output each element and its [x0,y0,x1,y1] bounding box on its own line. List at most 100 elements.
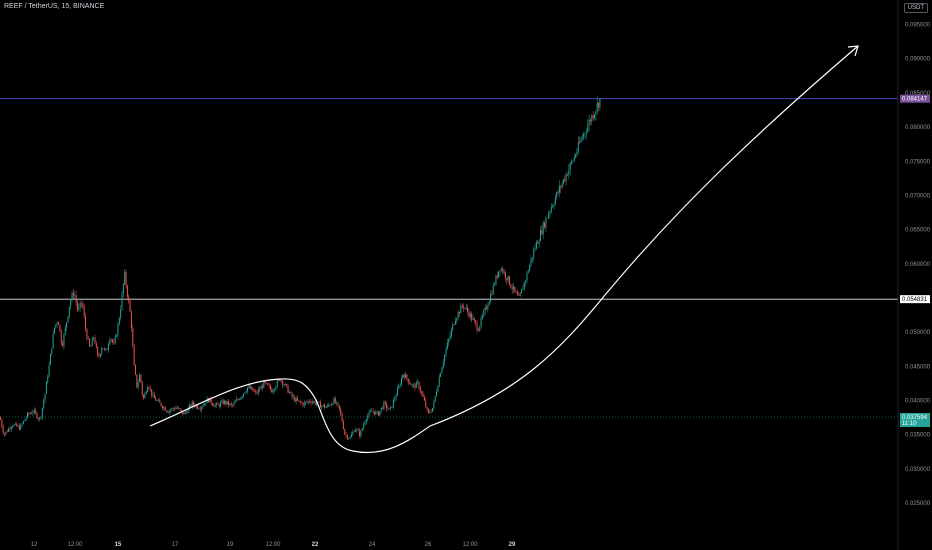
price-tick-label: 0.030000 [905,467,931,473]
candle-body [175,407,177,410]
candle-body [40,416,42,419]
candle-body [230,403,232,405]
candle-body [229,403,231,406]
currency-button[interactable]: USDT [903,3,928,13]
candle-body [495,275,497,285]
candle-body [143,394,145,399]
candle-body [411,384,413,386]
candle-body [136,374,138,388]
candle-body [508,276,510,285]
candle-body [256,391,258,394]
candle-body [28,412,30,415]
candle-body [504,271,506,278]
candle-body [409,382,411,384]
candle-body [141,381,143,395]
candle-body [302,402,304,406]
candle-body [75,295,77,303]
candle-body [283,384,285,386]
candle-body [183,412,185,415]
candle-body [140,374,142,382]
candle-body [226,401,228,405]
candle-body [255,391,257,393]
candle-body [429,412,431,413]
candle-body [592,115,594,119]
candle-body [22,421,24,424]
candle-body [18,425,20,430]
candle-body [346,435,348,439]
candle-body [87,338,89,340]
candle-body [291,392,293,398]
candle-body [488,301,490,306]
candle-body [427,409,429,413]
candle-body [279,379,281,381]
candle-body [541,230,543,235]
candle-body [224,400,226,405]
candle-body [20,424,22,430]
candle-body [133,345,135,366]
candle-body [507,276,509,281]
candle-body [344,428,346,435]
candle-body [525,280,527,283]
candle-body [33,410,35,413]
candle-body [44,393,46,401]
candle-body [205,403,207,405]
candle-body [573,156,575,162]
candle-body [535,242,537,249]
candle-body [70,300,72,307]
candle-body [413,384,415,386]
candle-body [171,408,173,410]
candle-body [394,398,396,401]
candle-body [398,386,400,389]
candle-body [10,427,12,430]
candle-body [16,423,18,427]
candle-body [186,412,188,414]
candle-body [162,406,163,409]
candle-body [120,309,122,319]
candle-body [303,402,305,406]
candle-body [577,141,579,152]
candle-body [540,230,541,241]
candle-body [222,400,224,405]
candle-body [341,413,343,422]
candle-body [384,401,386,404]
candle-body [513,286,514,290]
candle-body [190,404,192,407]
candle-body [319,401,321,408]
candle-body [591,115,593,122]
candle-body [376,411,378,413]
time-tick-label: 15 [115,542,122,548]
candle-body [79,302,81,308]
candle-body [391,406,393,408]
candle-body [294,396,296,402]
candle-body [251,387,253,389]
candle-body [216,403,217,405]
candle-body [329,404,331,406]
candle-body [494,284,496,286]
candle-body [48,364,50,377]
price-tick-label: 0.050000 [905,330,931,336]
candle-body [305,402,307,403]
candle-body [588,120,590,126]
candle-body [168,410,170,413]
candle-body [355,429,357,432]
projection-arrow-drawing[interactable] [429,45,859,427]
candle-body [441,367,443,374]
candle-body [148,387,150,389]
candle-body [469,313,471,317]
candle-body [130,311,132,329]
price-tick-label: 0.065000 [905,228,931,234]
candle-body [253,391,255,392]
candle-body [99,353,101,357]
candle-body [349,437,351,439]
candle-body [118,318,120,325]
time-tick-label: 24 [369,542,376,548]
candle-body [585,131,587,134]
time-tick-label: 19 [227,542,234,548]
candle-body [506,277,508,281]
candle-body [537,242,539,244]
candle-body [579,141,581,143]
cup-curve-drawing[interactable] [149,378,431,454]
horizontal-lines [0,98,898,418]
